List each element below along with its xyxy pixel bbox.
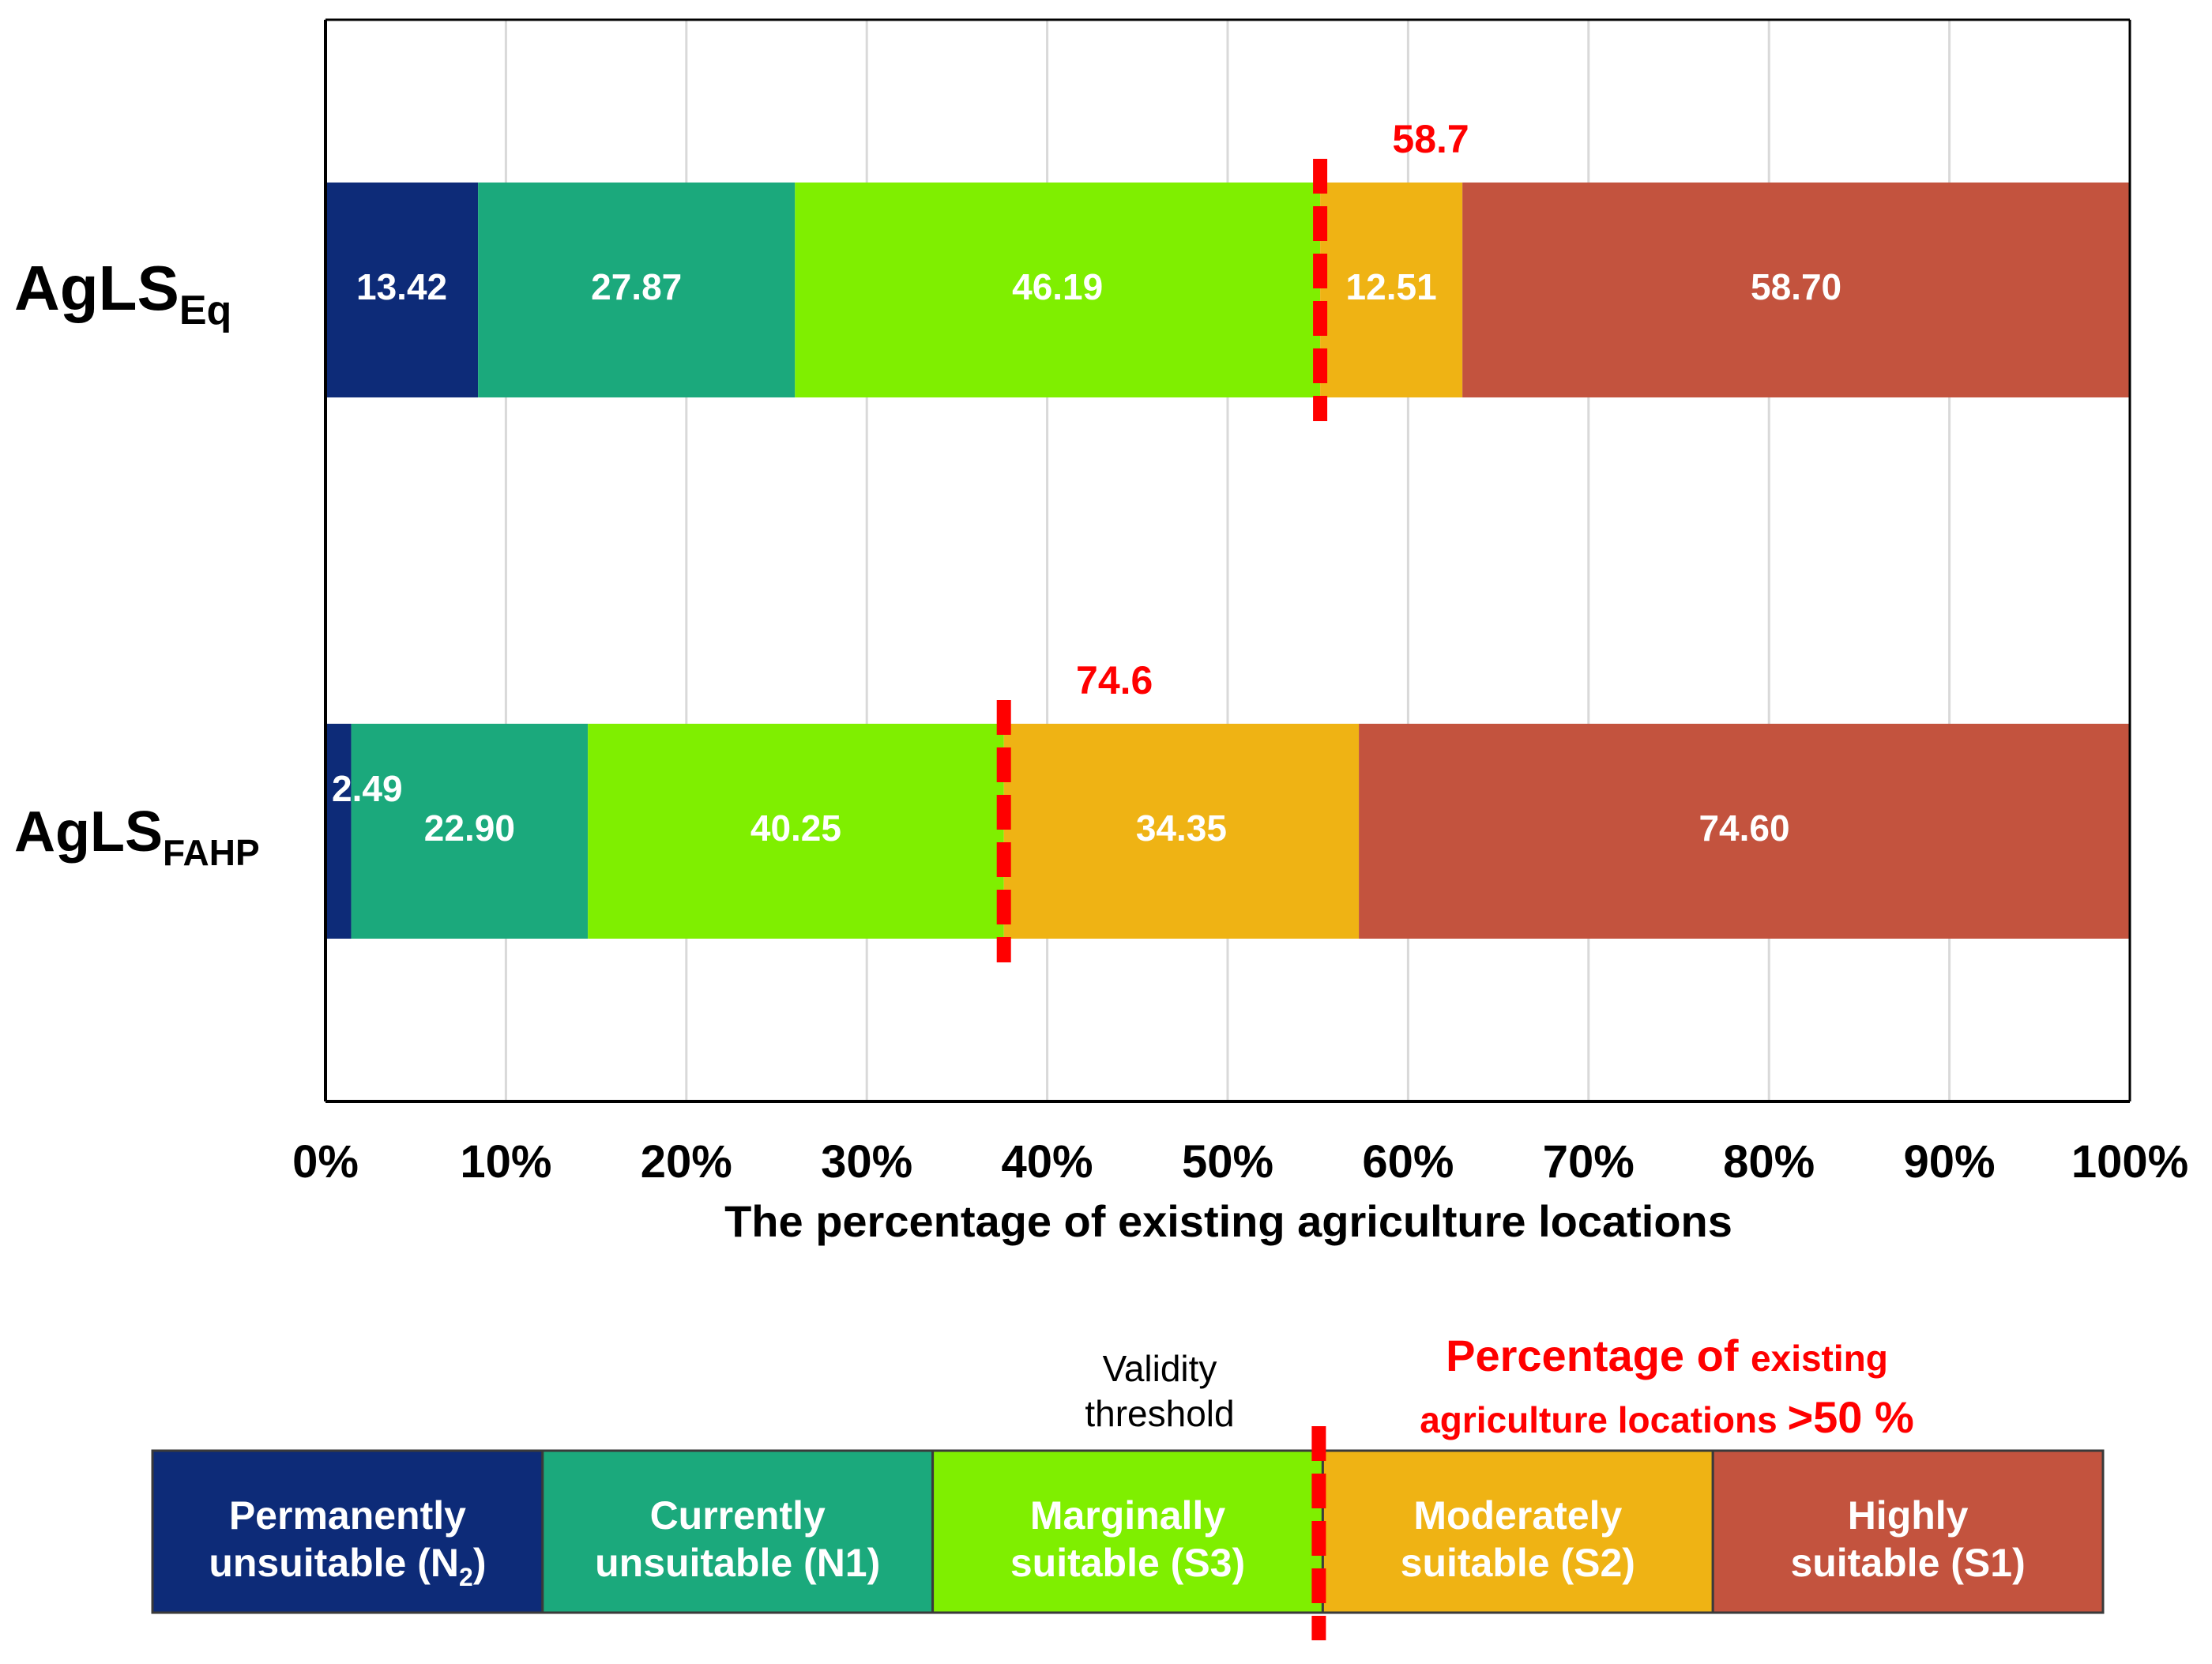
bar-segment-1-3 <box>1003 724 1360 939</box>
legend-label-line2-base-1: unsuitable (N1) <box>595 1541 880 1585</box>
legend-label-line1-3: Moderately <box>1413 1493 1622 1538</box>
legend-note-line2-big: >50 % <box>1787 1392 1913 1442</box>
x-tick-label-5: 50% <box>1182 1136 1273 1188</box>
validity-threshold-label-line1: Validity <box>1103 1348 1217 1389</box>
category-label-sub-1: FAHP <box>163 832 260 873</box>
legend-note-line1: Percentage of existing <box>1446 1331 1888 1380</box>
data-label-1-4: 74.60 <box>1698 808 1789 849</box>
category-label-base-0: AgLS <box>14 253 179 323</box>
legend-label-line1-0: Permanently <box>229 1493 466 1538</box>
legend-label-line2-3: suitable (S2) <box>1401 1541 1635 1585</box>
x-tick-label-7: 70% <box>1543 1136 1635 1188</box>
axes: 0% 10% 20% 30% 40% 50% 60% 70% 80% 90% 100% The per… <box>14 18 2188 1246</box>
bar-segment-0-1 <box>478 183 796 397</box>
data-label-0-1: 27.87 <box>591 266 682 307</box>
legend-label-line2-end-0: ) <box>473 1541 487 1585</box>
bar-segment-0-2 <box>795 183 1321 397</box>
legend-label-line2-0: unsuitable (N2) <box>209 1541 486 1591</box>
legend-label-line2-sub-0: 2 <box>459 1563 473 1591</box>
data-label-0-4: 58.70 <box>1751 266 1841 307</box>
legend-label-line2-1: unsuitable (N1) <box>595 1541 880 1585</box>
legend-note-line1-small: existing <box>1751 1338 1888 1379</box>
x-tick-label-3: 30% <box>821 1136 912 1188</box>
legend-label-line1-2: Marginally <box>1030 1493 1225 1538</box>
category-label-0: AgLSEq <box>14 253 231 333</box>
threshold-annotation-0: 58.7 <box>1392 117 1469 161</box>
x-axis-title: The percentage of existing agriculture l… <box>724 1196 1732 1246</box>
data-label-1-1: 22.90 <box>424 808 515 849</box>
bar-segment-1-0 <box>325 724 352 939</box>
bar-segment-1-1 <box>351 724 589 939</box>
threshold-markers: 58.7 74.6 <box>996 117 1469 962</box>
x-tick-label-9: 90% <box>1904 1136 1996 1188</box>
bar-segments <box>325 183 2130 939</box>
category-label-sub-0: Eq <box>179 288 231 333</box>
bar-segment-1-2 <box>588 724 1004 939</box>
legend-swatch-2 <box>931 1449 1324 1614</box>
x-tick-label-8: 80% <box>1723 1136 1815 1188</box>
legend-label-line2-base-0: unsuitable (N <box>209 1541 459 1585</box>
legend-label-line2-4: suitable (S1) <box>1790 1541 2025 1585</box>
legend-swatch-4 <box>1711 1449 2105 1614</box>
data-label-1-2: 40.25 <box>750 808 841 849</box>
data-label-1-3: 34.35 <box>1136 808 1227 849</box>
category-label-1: AgLSFAHP <box>14 800 260 873</box>
legend-note-line2-small: agriculture locations <box>1420 1399 1787 1440</box>
legend-swatch-3 <box>1321 1449 1714 1614</box>
gridlines <box>504 20 1951 1101</box>
legend-label-line1-4: Highly <box>1848 1493 1969 1538</box>
legend-swatch-0 <box>151 1449 544 1614</box>
x-tick-label-4: 40% <box>1002 1136 1093 1188</box>
data-label-0-2: 46.19 <box>1012 266 1103 307</box>
legend-label-line1-1: Currently <box>650 1493 826 1538</box>
legend-note-line1-big: Percentage of <box>1446 1331 1751 1380</box>
data-label-0-0: 13.42 <box>356 266 447 307</box>
legend-label-line2-2: suitable (S3) <box>1010 1541 1245 1585</box>
legend-label-line2-base-2: suitable (S3) <box>1010 1541 1245 1585</box>
legend-label-line2-base-3: suitable (S2) <box>1401 1541 1635 1585</box>
x-tick-label-2: 20% <box>641 1136 732 1188</box>
data-labels: 13.42 27.87 46.19 12.51 58.70 2.49 22.90 40.25 3… <box>332 266 1841 849</box>
x-tick-label-1: 10% <box>460 1136 551 1188</box>
category-label-base-1: AgLS <box>14 800 163 864</box>
threshold-annotation-1: 74.6 <box>1076 658 1153 702</box>
x-tick-label-6: 60% <box>1362 1136 1454 1188</box>
legend-swatch-1 <box>541 1449 935 1614</box>
legend-label-line2-base-4: suitable (S1) <box>1790 1541 2025 1585</box>
data-label-0-3: 12.51 <box>1346 266 1437 307</box>
bar-segment-1-4 <box>1359 724 2130 939</box>
bar-segment-0-0 <box>325 183 479 397</box>
data-label-1-0: 2.49 <box>332 768 403 809</box>
bar-segment-0-3 <box>1320 183 1463 397</box>
bar-segment-0-4 <box>1462 183 2130 397</box>
x-tick-label-10: 100% <box>2071 1136 2188 1188</box>
x-tick-label-0: 0% <box>292 1136 359 1188</box>
legend-note-line2: agriculture locations >50 % <box>1420 1392 1914 1442</box>
validity-threshold-label-line2: threshold <box>1085 1393 1234 1434</box>
